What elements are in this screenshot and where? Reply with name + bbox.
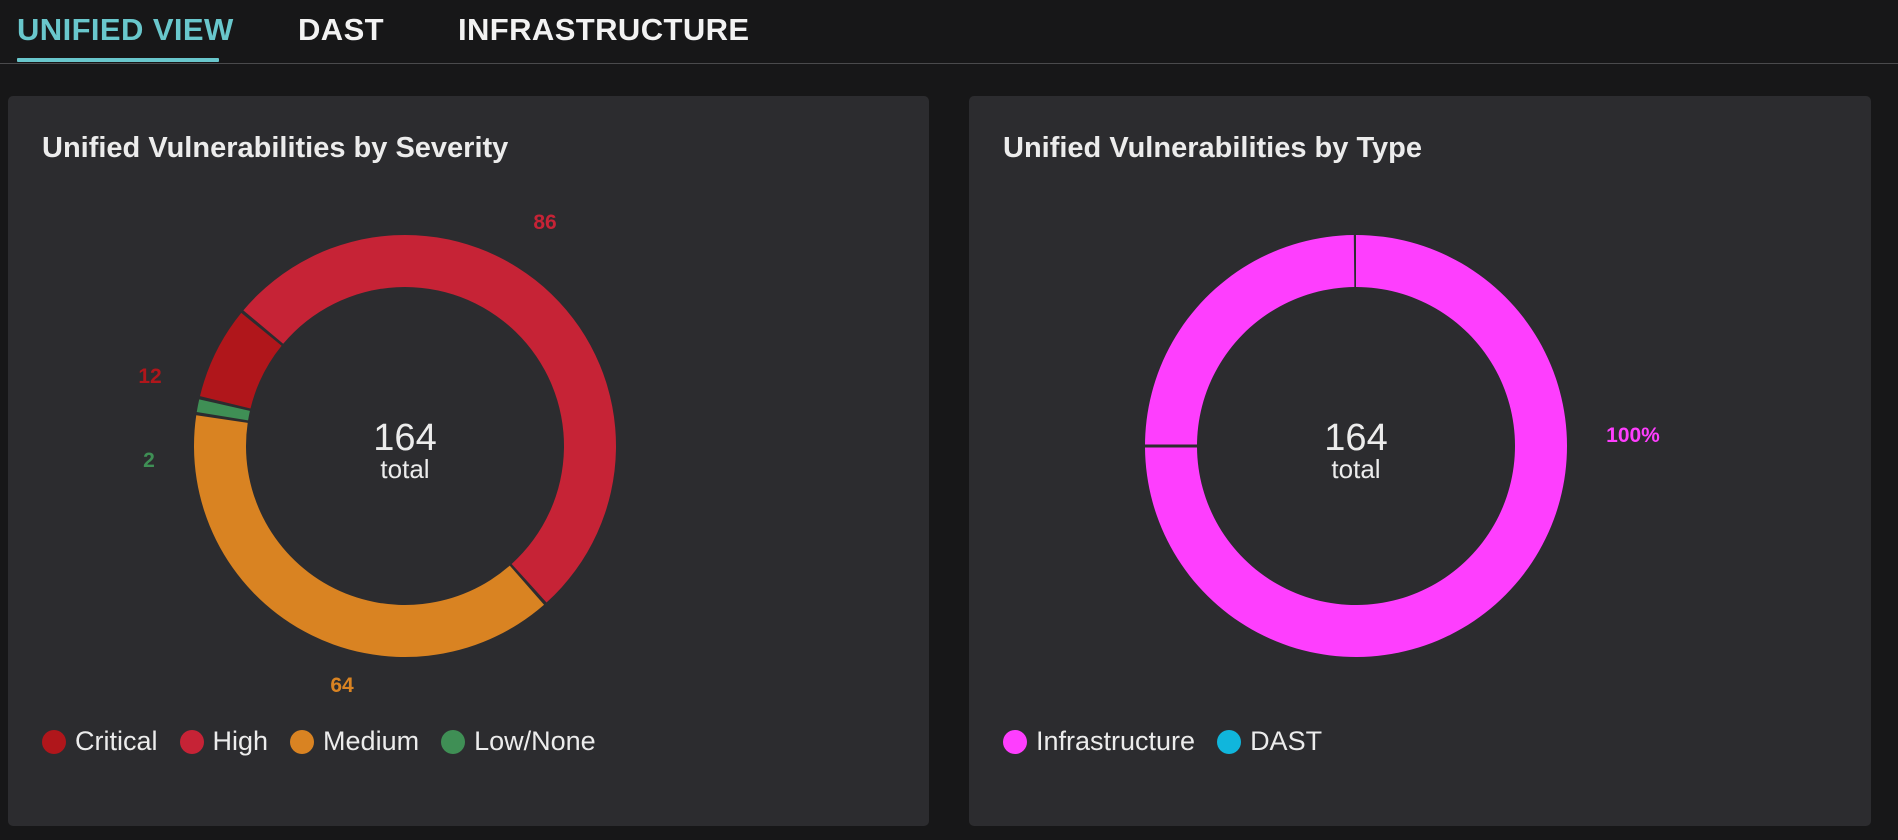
legend-label-infrastructure: Infrastructure [1036, 726, 1196, 756]
tab-unified-view[interactable]: UNIFIED VIEW [17, 12, 234, 47]
tab-bar: UNIFIED VIEW DAST INFRASTRUCTURE [0, 0, 1898, 64]
tab-infrastructure[interactable]: INFRASTRUCTURE [458, 12, 750, 47]
severity-chart-card: Unified Vulnerabilities by Severity 164 … [8, 96, 929, 826]
donut-slice-medium[interactable] [193, 415, 545, 658]
legend-item-medium[interactable]: Medium [290, 726, 419, 757]
severity-legend: Critical High Medium Low/None [42, 726, 596, 757]
slice-label-low: 2 [143, 449, 155, 472]
legend-label-high: High [212, 726, 269, 756]
donut-slice-critical[interactable] [199, 312, 282, 409]
legend-label-medium: Medium [323, 726, 420, 756]
legend-swatch-high [179, 729, 204, 754]
legend-label-critical: Critical [75, 726, 158, 756]
type-center-label: total [1331, 454, 1380, 484]
type-donut-slices [1144, 235, 1567, 658]
legend-swatch-medium [290, 729, 315, 754]
slice-label-critical: 12 [138, 365, 161, 388]
legend-label-low-none: Low/None [474, 726, 596, 756]
legend-swatch-infrastructure [1003, 729, 1027, 754]
type-chart-card: Unified Vulnerabilities by Type 164 tota… [969, 96, 1871, 826]
severity-donut-chart: 164 total 86 12 2 64 [138, 211, 617, 697]
legend-item-dast[interactable]: DAST [1217, 726, 1322, 757]
slice-label-infrastructure: 100% [1606, 424, 1660, 447]
type-legend: Infrastructure DAST [1003, 726, 1322, 757]
legend-item-low-none[interactable]: Low/None [441, 726, 596, 757]
legend-item-infrastructure[interactable]: Infrastructure [1003, 726, 1195, 757]
slice-label-medium: 64 [330, 674, 354, 697]
type-chart-title: Unified Vulnerabilities by Type [1003, 132, 1422, 164]
legend-swatch-critical [42, 729, 66, 754]
slice-label-high: 86 [533, 211, 556, 234]
legend-item-critical[interactable]: Critical [42, 726, 158, 757]
active-tab-indicator [17, 58, 219, 62]
tab-dast[interactable]: DAST [298, 12, 384, 47]
severity-center-label: total [380, 454, 429, 484]
severity-donut-slices [193, 234, 617, 658]
legend-item-high[interactable]: High [179, 726, 269, 757]
legend-swatch-low-none [441, 729, 466, 754]
donut-slice-high[interactable] [243, 234, 617, 603]
severity-center-value: 164 [373, 417, 436, 459]
type-center-value: 164 [1324, 417, 1387, 459]
legend-swatch-dast [1217, 729, 1242, 754]
type-donut-chart: 164 total 100% [1144, 235, 1660, 658]
donut-slice-low-none[interactable] [196, 399, 250, 421]
legend-label-dast: DAST [1250, 726, 1323, 756]
severity-chart-title: Unified Vulnerabilities by Severity [42, 132, 509, 164]
